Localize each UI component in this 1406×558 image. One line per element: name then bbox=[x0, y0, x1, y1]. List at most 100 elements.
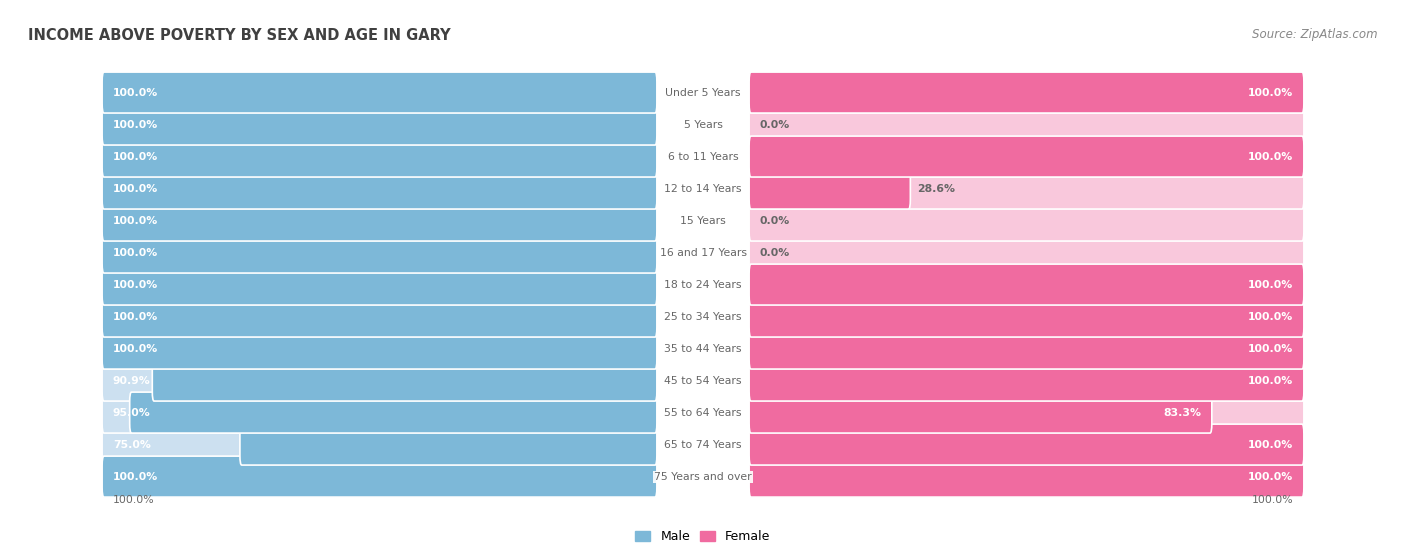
FancyBboxPatch shape bbox=[91, 336, 1315, 361]
FancyBboxPatch shape bbox=[749, 264, 1303, 305]
FancyBboxPatch shape bbox=[749, 168, 910, 209]
Text: 83.3%: 83.3% bbox=[1163, 407, 1201, 417]
Text: 100.0%: 100.0% bbox=[112, 215, 157, 225]
Text: 100.0%: 100.0% bbox=[112, 184, 157, 194]
Text: 100.0%: 100.0% bbox=[112, 248, 157, 258]
FancyBboxPatch shape bbox=[749, 136, 1303, 177]
Text: 100.0%: 100.0% bbox=[112, 344, 157, 354]
FancyBboxPatch shape bbox=[749, 456, 1303, 497]
Text: 100.0%: 100.0% bbox=[112, 152, 157, 162]
FancyBboxPatch shape bbox=[91, 209, 1315, 233]
Text: 100.0%: 100.0% bbox=[1249, 376, 1294, 386]
Text: 100.0%: 100.0% bbox=[1249, 440, 1294, 450]
Text: 15 Years: 15 Years bbox=[681, 215, 725, 225]
FancyBboxPatch shape bbox=[749, 200, 1303, 241]
Text: 5 Years: 5 Years bbox=[683, 119, 723, 129]
FancyBboxPatch shape bbox=[103, 328, 657, 369]
Text: 100.0%: 100.0% bbox=[1249, 280, 1294, 290]
Text: 100.0%: 100.0% bbox=[112, 280, 157, 290]
Text: 100.0%: 100.0% bbox=[112, 472, 157, 482]
Text: 100.0%: 100.0% bbox=[112, 119, 157, 129]
Text: 45 to 54 Years: 45 to 54 Years bbox=[664, 376, 742, 386]
Text: 6 to 11 Years: 6 to 11 Years bbox=[668, 152, 738, 162]
Text: INCOME ABOVE POVERTY BY SEX AND AGE IN GARY: INCOME ABOVE POVERTY BY SEX AND AGE IN G… bbox=[28, 28, 451, 43]
FancyBboxPatch shape bbox=[91, 432, 1315, 457]
Text: 100.0%: 100.0% bbox=[1249, 344, 1294, 354]
FancyBboxPatch shape bbox=[749, 392, 1212, 433]
FancyBboxPatch shape bbox=[91, 401, 1315, 425]
FancyBboxPatch shape bbox=[103, 232, 657, 273]
FancyBboxPatch shape bbox=[91, 176, 1315, 201]
FancyBboxPatch shape bbox=[103, 136, 657, 177]
FancyBboxPatch shape bbox=[749, 72, 1303, 113]
Text: 100.0%: 100.0% bbox=[1249, 152, 1294, 162]
FancyBboxPatch shape bbox=[749, 296, 1303, 337]
Text: Under 5 Years: Under 5 Years bbox=[665, 88, 741, 98]
Text: 16 and 17 Years: 16 and 17 Years bbox=[659, 248, 747, 258]
FancyBboxPatch shape bbox=[103, 72, 657, 113]
Text: 100.0%: 100.0% bbox=[1249, 311, 1294, 321]
FancyBboxPatch shape bbox=[91, 80, 1315, 105]
FancyBboxPatch shape bbox=[749, 360, 1303, 401]
FancyBboxPatch shape bbox=[91, 368, 1315, 393]
FancyBboxPatch shape bbox=[103, 72, 657, 113]
FancyBboxPatch shape bbox=[749, 360, 1303, 401]
FancyBboxPatch shape bbox=[749, 232, 1303, 273]
FancyBboxPatch shape bbox=[240, 424, 657, 465]
FancyBboxPatch shape bbox=[749, 328, 1303, 369]
FancyBboxPatch shape bbox=[749, 104, 1303, 145]
FancyBboxPatch shape bbox=[103, 456, 657, 497]
Text: 100.0%: 100.0% bbox=[112, 311, 157, 321]
FancyBboxPatch shape bbox=[103, 296, 657, 337]
Text: 100.0%: 100.0% bbox=[112, 88, 157, 98]
FancyBboxPatch shape bbox=[749, 424, 1303, 465]
FancyBboxPatch shape bbox=[103, 168, 657, 209]
FancyBboxPatch shape bbox=[749, 424, 1303, 465]
Text: 90.9%: 90.9% bbox=[112, 376, 150, 386]
FancyBboxPatch shape bbox=[103, 104, 657, 145]
Text: 100.0%: 100.0% bbox=[1251, 494, 1294, 504]
FancyBboxPatch shape bbox=[749, 264, 1303, 305]
FancyBboxPatch shape bbox=[103, 264, 657, 305]
Text: 12 to 14 Years: 12 to 14 Years bbox=[664, 184, 742, 194]
FancyBboxPatch shape bbox=[749, 168, 1303, 209]
Text: 55 to 64 Years: 55 to 64 Years bbox=[664, 407, 742, 417]
FancyBboxPatch shape bbox=[749, 456, 1303, 497]
FancyBboxPatch shape bbox=[129, 392, 657, 433]
FancyBboxPatch shape bbox=[103, 136, 657, 177]
FancyBboxPatch shape bbox=[103, 232, 657, 273]
Text: 100.0%: 100.0% bbox=[1249, 88, 1294, 98]
FancyBboxPatch shape bbox=[103, 328, 657, 369]
Text: 65 to 74 Years: 65 to 74 Years bbox=[664, 440, 742, 450]
Text: 75.0%: 75.0% bbox=[112, 440, 150, 450]
FancyBboxPatch shape bbox=[749, 136, 1303, 177]
FancyBboxPatch shape bbox=[91, 240, 1315, 264]
FancyBboxPatch shape bbox=[103, 104, 657, 145]
FancyBboxPatch shape bbox=[103, 200, 657, 241]
FancyBboxPatch shape bbox=[152, 360, 657, 401]
FancyBboxPatch shape bbox=[91, 112, 1315, 137]
FancyBboxPatch shape bbox=[103, 168, 657, 209]
FancyBboxPatch shape bbox=[749, 328, 1303, 369]
FancyBboxPatch shape bbox=[91, 464, 1315, 489]
FancyBboxPatch shape bbox=[103, 264, 657, 305]
Text: 100.0%: 100.0% bbox=[1249, 472, 1294, 482]
Text: 18 to 24 Years: 18 to 24 Years bbox=[664, 280, 742, 290]
Text: 35 to 44 Years: 35 to 44 Years bbox=[664, 344, 742, 354]
Text: 75 Years and over: 75 Years and over bbox=[654, 472, 752, 482]
Text: 0.0%: 0.0% bbox=[759, 248, 790, 258]
FancyBboxPatch shape bbox=[749, 392, 1303, 433]
Text: 28.6%: 28.6% bbox=[918, 184, 956, 194]
Text: 0.0%: 0.0% bbox=[759, 215, 790, 225]
FancyBboxPatch shape bbox=[91, 272, 1315, 297]
Text: 25 to 34 Years: 25 to 34 Years bbox=[664, 311, 742, 321]
Legend: Male, Female: Male, Female bbox=[630, 525, 776, 548]
Text: 0.0%: 0.0% bbox=[759, 119, 790, 129]
Text: 95.0%: 95.0% bbox=[112, 407, 150, 417]
FancyBboxPatch shape bbox=[103, 296, 657, 337]
FancyBboxPatch shape bbox=[749, 72, 1303, 113]
FancyBboxPatch shape bbox=[103, 392, 657, 433]
Text: Source: ZipAtlas.com: Source: ZipAtlas.com bbox=[1253, 28, 1378, 41]
FancyBboxPatch shape bbox=[103, 360, 657, 401]
FancyBboxPatch shape bbox=[103, 200, 657, 241]
